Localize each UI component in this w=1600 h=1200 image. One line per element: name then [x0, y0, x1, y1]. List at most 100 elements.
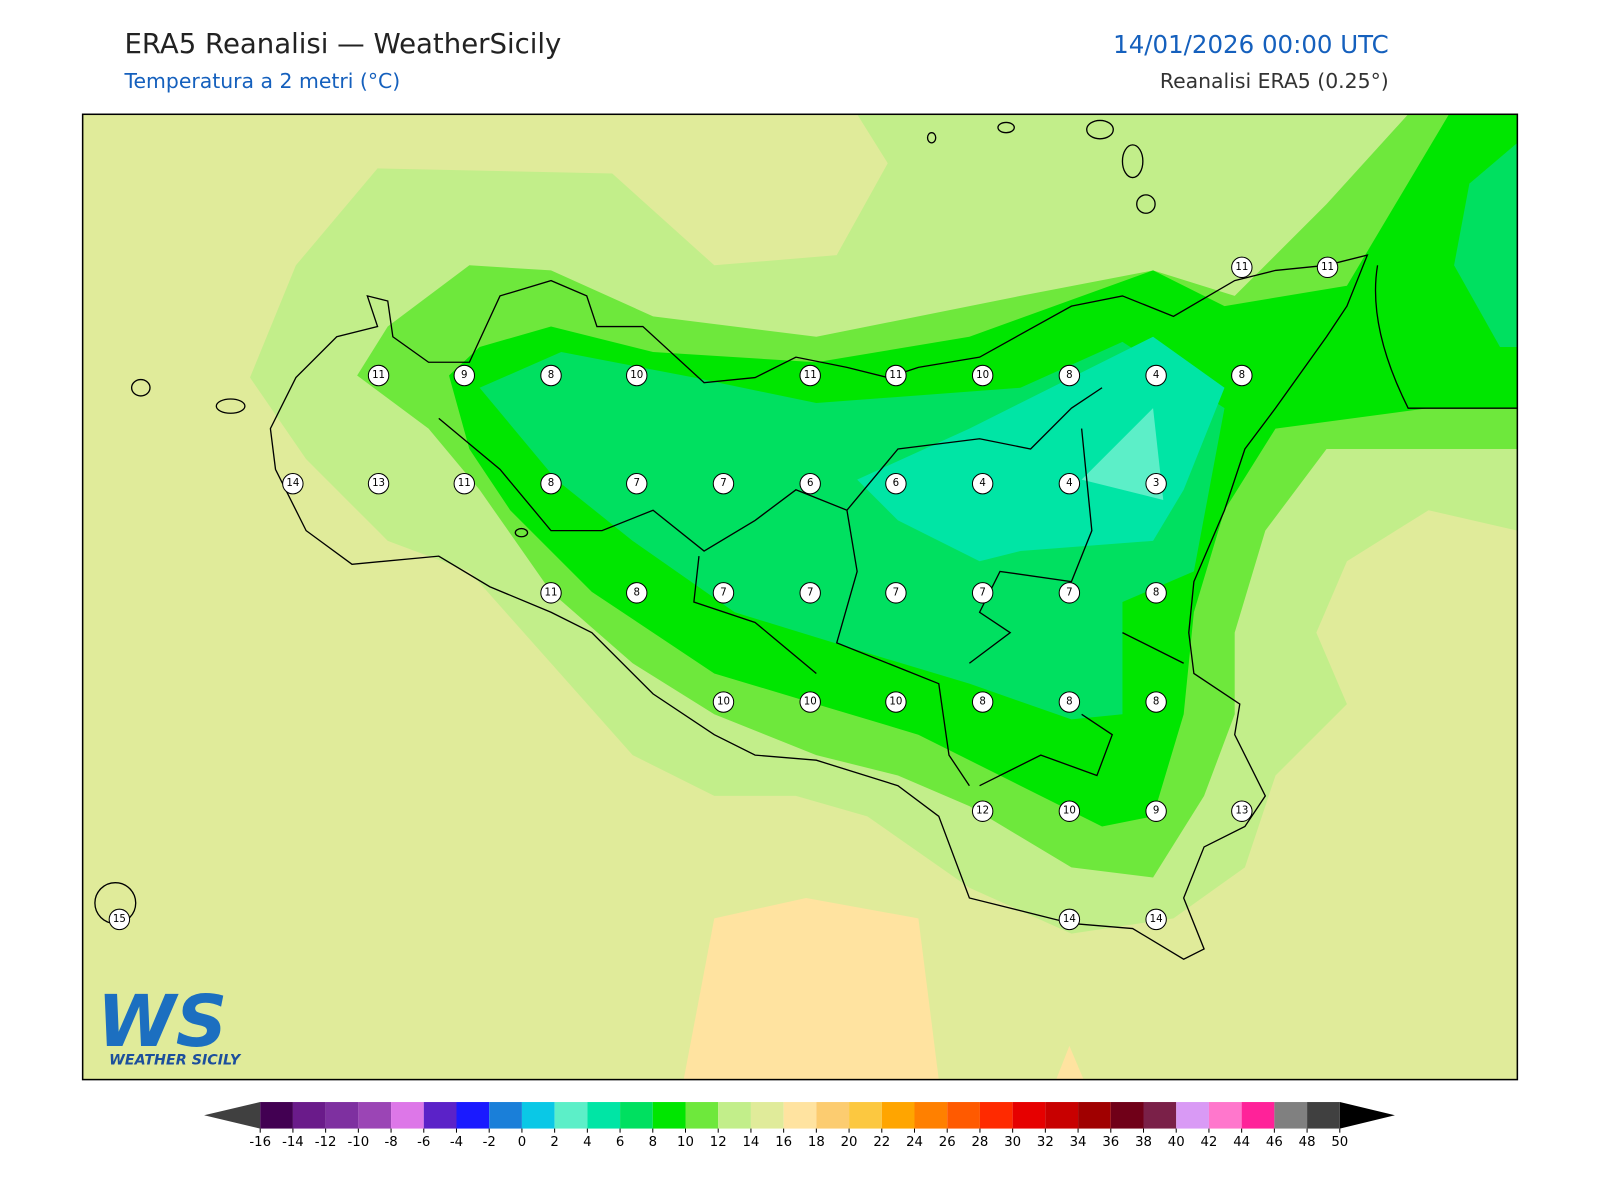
band-16-18: [1056, 1045, 1084, 1080]
colorbar-bin: [260, 1102, 293, 1129]
station-marker: [799, 691, 821, 713]
colorbar-tick-label: 40: [1168, 1135, 1185, 1150]
station-marker: [367, 472, 390, 495]
colorbar-bin: [783, 1102, 817, 1129]
colorbar-tick-label: 18: [808, 1135, 825, 1150]
station-value: 8: [548, 370, 554, 381]
band-16-18: [683, 897, 939, 1080]
title: ERA5 Reanalisi — WeatherSicily: [124, 28, 561, 60]
station-value: 10: [804, 697, 817, 708]
station-marker: [971, 691, 994, 713]
station-marker: [712, 472, 735, 495]
station-value: 10: [976, 370, 989, 381]
station-value: 11: [545, 587, 558, 598]
colorbar-bin: [292, 1102, 326, 1129]
station-value: 8: [1153, 587, 1159, 598]
station-marker: [885, 691, 907, 713]
colorbar-bin: [1241, 1102, 1275, 1129]
colorbar-tick-label: 30: [1004, 1135, 1021, 1150]
colorbar: -16 -14 -12 -10 -8 -6 -4 -2 0 2 4 6 8 10 12 14 16 18 20 22 2…: [204, 1102, 1395, 1150]
station-value: 7: [720, 478, 726, 489]
colorbar-bin: [587, 1102, 621, 1129]
colorbar-bin: [652, 1102, 686, 1129]
station-value: 6: [807, 478, 813, 489]
colorbar-bin: [881, 1102, 915, 1129]
station-value: 4: [979, 478, 985, 489]
colorbar-tick-label: 4: [583, 1135, 591, 1150]
colorbar-tick-label: 2: [550, 1135, 558, 1150]
station-value: 12: [976, 806, 989, 817]
station-value: 4: [1066, 478, 1072, 489]
station-marker: [1145, 582, 1167, 604]
colorbar-bin: [1307, 1102, 1340, 1129]
station-marker: [971, 582, 994, 604]
colorbar-bin: [1208, 1102, 1242, 1129]
colorbar-bin: [979, 1102, 1013, 1129]
station-value: 9: [1153, 806, 1159, 817]
colorbar-tick-label: 48: [1299, 1135, 1316, 1150]
station-marker: [367, 364, 390, 387]
station-value: 10: [630, 370, 643, 381]
station-value: 8: [1153, 697, 1159, 708]
colorbar-tick-label: 8: [649, 1135, 657, 1150]
station-marker: [1145, 472, 1167, 495]
station-value: 7: [633, 478, 639, 489]
band-2-4: [1081, 408, 1164, 500]
station-marker: [885, 364, 907, 387]
station-value: 10: [1063, 806, 1076, 817]
colorbar-bin: [521, 1102, 555, 1129]
colorbar-tick-label: 32: [1037, 1135, 1054, 1150]
station-value: 11: [889, 370, 902, 381]
colorbar-bin: [1012, 1102, 1046, 1129]
station-marker: [712, 582, 735, 604]
colorbar-tick-label: 34: [1070, 1135, 1087, 1150]
colorbar-tick-label: 20: [841, 1135, 858, 1150]
station-marker: [1058, 582, 1081, 604]
stations: 11 11 11 9 8 10 11 11 10 8 4 8 14 13 11 8 7 7 6 6 4 4 3 11 8 7 7 7 7…: [108, 256, 1339, 931]
colorbar-bin: [685, 1102, 719, 1129]
colorbar-tick-label: 14: [742, 1135, 759, 1150]
colorbar-tick-label: -8: [384, 1135, 397, 1150]
colorbar-tick-label: 36: [1102, 1135, 1119, 1150]
station-marker: [540, 472, 562, 495]
colorbar-bin: [554, 1102, 588, 1129]
colorbar-tick-label: 0: [518, 1135, 526, 1150]
station-marker: [799, 582, 821, 604]
colorbar-bin: [1176, 1102, 1209, 1129]
station-marker: [1145, 691, 1167, 713]
station-marker: [1058, 364, 1081, 387]
station-marker: [885, 582, 907, 604]
station-marker: [1316, 256, 1339, 279]
field: [82, 114, 1518, 1080]
station-marker: [626, 472, 648, 495]
colorbar-bin: [816, 1102, 850, 1129]
colorbar-tick-label: -12: [315, 1135, 337, 1150]
station-value: 14: [1063, 914, 1076, 925]
station-value: 15: [113, 914, 126, 925]
colorbar-tick-label: -14: [282, 1135, 304, 1150]
station-value: 8: [1066, 697, 1072, 708]
map-frame: [81, 113, 1519, 1081]
colorbar-bin: [1078, 1102, 1111, 1129]
source: Reanalisi ERA5 (0.25°): [1160, 69, 1389, 93]
station-marker: [108, 908, 131, 931]
station-value: 7: [979, 587, 985, 598]
station-value: 7: [720, 587, 726, 598]
station-value: 10: [717, 697, 730, 708]
station-value: 14: [286, 478, 299, 489]
station-marker: [1231, 256, 1253, 279]
station-value: 8: [979, 697, 985, 708]
station-value: 8: [1066, 370, 1072, 381]
colorbar-tick-label: 26: [939, 1135, 956, 1150]
station-value: 8: [633, 587, 639, 598]
station-marker: [453, 364, 475, 387]
colorbar-tick-label: 50: [1331, 1135, 1348, 1150]
station-value: 8: [1239, 370, 1245, 381]
colorbar-bin: [391, 1102, 424, 1129]
station-marker: [799, 364, 821, 387]
station-marker: [712, 691, 735, 713]
colorbar-over: [1339, 1102, 1395, 1129]
station-value: 8: [548, 478, 554, 489]
